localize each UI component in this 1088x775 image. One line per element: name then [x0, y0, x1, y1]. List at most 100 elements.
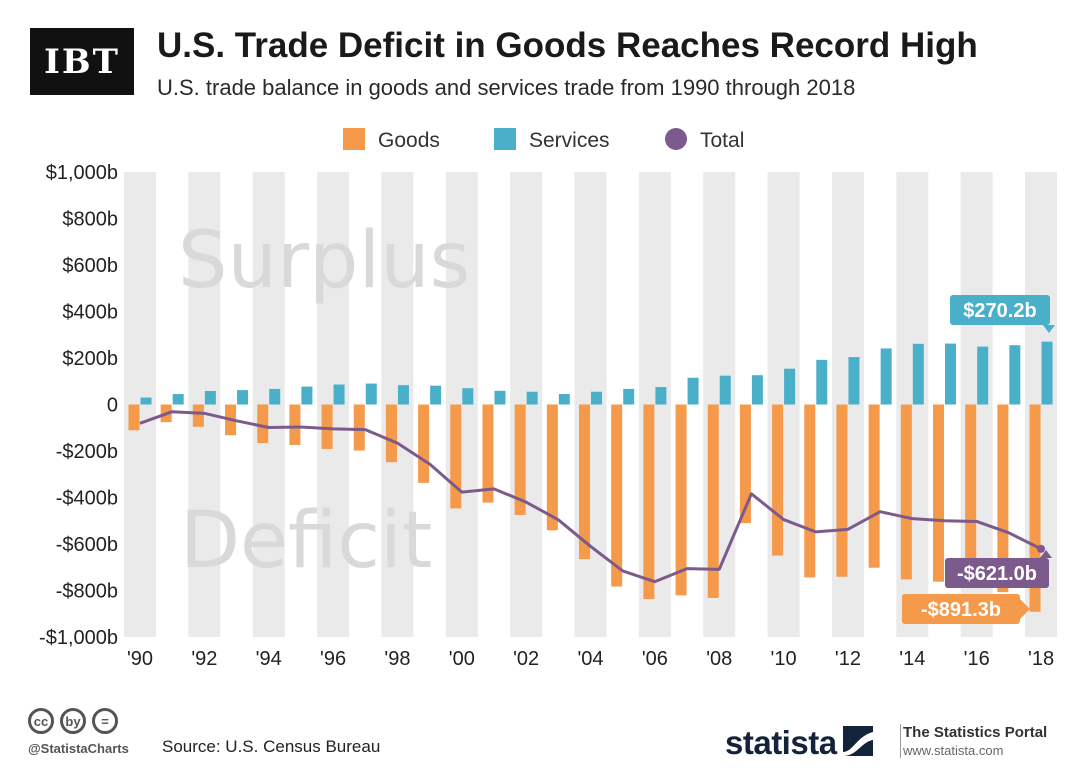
bar-services	[912, 343, 924, 405]
bar-services	[816, 359, 828, 405]
bar-goods	[482, 404, 494, 503]
bar-services	[333, 384, 345, 405]
bars	[128, 341, 1053, 612]
bar-services	[301, 386, 313, 405]
license-icons: cc by =	[28, 708, 118, 734]
bar-services	[365, 383, 377, 405]
bar-goods	[385, 404, 397, 463]
callout-label-total: -$621.0b	[957, 563, 1037, 585]
x-tick-label: '94	[256, 648, 282, 670]
bar-goods	[321, 404, 333, 449]
x-tick-label: '14	[899, 648, 925, 670]
statistics-portal[interactable]: The Statistics Portal www.statista.com	[900, 724, 1047, 758]
statista-mark-icon	[843, 726, 873, 756]
y-axis: $1,000b $800b $600b $400b $200b 0 -$200b -$400b…	[39, 162, 118, 649]
statista-brand[interactable]: statista	[725, 724, 837, 761]
y-tick-label: -$600b	[56, 534, 118, 556]
y-tick-label: -$200b	[56, 441, 118, 463]
bar-goods	[289, 404, 301, 445]
legend-label-goods: Goods	[378, 129, 440, 152]
bar-services	[558, 394, 570, 405]
x-tick-label: '02	[513, 648, 539, 670]
bar-goods	[450, 404, 462, 509]
bar-services	[1041, 341, 1053, 405]
y-tick-label: -$400b	[56, 488, 118, 510]
bar-goods	[353, 404, 365, 451]
bar-services	[687, 377, 699, 405]
callout-pointer-total	[1040, 550, 1052, 558]
bar-services	[591, 391, 603, 405]
bar-goods	[804, 404, 816, 578]
y-tick-label: $600b	[62, 255, 118, 277]
legend-label-services: Services	[529, 129, 610, 152]
bar-goods	[868, 404, 880, 568]
callout-pointer-goods	[1020, 599, 1030, 619]
bar-services	[784, 368, 796, 405]
bar-services	[397, 385, 409, 405]
x-tick-label: '92	[191, 648, 217, 670]
y-tick-label: 0	[107, 395, 118, 417]
cc-icon: cc	[28, 708, 54, 734]
callout-box-services	[950, 295, 1050, 325]
bar-goods	[418, 404, 430, 483]
bar-goods	[900, 404, 912, 580]
point-total	[1037, 544, 1046, 553]
ibt-logo: IBT	[30, 28, 134, 95]
line-total	[139, 410, 1042, 584]
x-tick-label: '06	[642, 648, 668, 670]
x-tick-label: '00	[449, 648, 475, 670]
bar-goods	[643, 404, 655, 600]
bar-goods	[128, 404, 140, 431]
bar-services	[655, 387, 667, 405]
bar-services	[751, 375, 763, 405]
bar-services	[1009, 345, 1021, 405]
x-tick-label: '16	[964, 648, 990, 670]
y-tick-label: -$1,000b	[39, 627, 118, 649]
callout-box-goods	[902, 594, 1020, 624]
x-axis: '90 '92 '94 '96 '98 '00 '02 '04 '06 '08 '10 '12 '14 '…	[127, 648, 1054, 670]
twitter-handle[interactable]: @StatistaCharts	[28, 741, 129, 756]
x-tick-label: '98	[384, 648, 410, 670]
bar-services	[526, 391, 538, 405]
bar-services	[848, 357, 860, 405]
portal-url[interactable]: www.statista.com	[903, 743, 1004, 758]
bar-services	[494, 390, 506, 405]
bar-goods	[739, 404, 751, 524]
legend-swatch-total	[665, 128, 687, 150]
bar-goods	[579, 404, 591, 560]
x-tick-label: '18	[1028, 648, 1054, 670]
bar-services	[237, 390, 249, 405]
no-derivatives-icon: =	[92, 708, 118, 734]
chart-subtitle: U.S. trade balance in goods and services…	[157, 75, 856, 100]
bar-goods	[965, 404, 977, 580]
y-tick-label: -$800b	[56, 581, 118, 603]
total-line	[139, 410, 1046, 584]
bar-goods	[514, 404, 526, 515]
y-tick-label: $200b	[62, 348, 118, 370]
bar-goods	[546, 404, 558, 531]
portal-title: The Statistics Portal	[903, 724, 1048, 741]
legend: Goods Services Total	[343, 128, 744, 152]
bar-goods	[257, 404, 269, 444]
x-tick-label: '12	[835, 648, 861, 670]
bar-services	[269, 388, 281, 405]
x-tick-label: '10	[771, 648, 797, 670]
source-note: Source: U.S. Census Bureau	[162, 737, 381, 756]
bar-services	[204, 391, 216, 405]
y-tick-label: $800b	[62, 209, 118, 231]
bar-goods	[836, 404, 848, 577]
trade-balance-chart: Surplus Deficit Goods Services Total $1,000…	[39, 128, 1058, 670]
x-tick-label: '04	[577, 648, 603, 670]
y-tick-label: $400b	[62, 302, 118, 324]
deficit-watermark: Deficit	[180, 496, 432, 586]
bar-goods	[933, 404, 944, 582]
bar-services	[140, 397, 152, 405]
bar-goods	[707, 404, 719, 598]
x-tick-label: '08	[706, 648, 732, 670]
bar-services	[719, 375, 731, 405]
callout-label-services: $270.2b	[963, 300, 1036, 322]
bar-services	[462, 388, 474, 405]
bar-goods	[772, 404, 784, 556]
bar-services	[977, 346, 989, 405]
logo-text: IBT	[44, 41, 120, 82]
